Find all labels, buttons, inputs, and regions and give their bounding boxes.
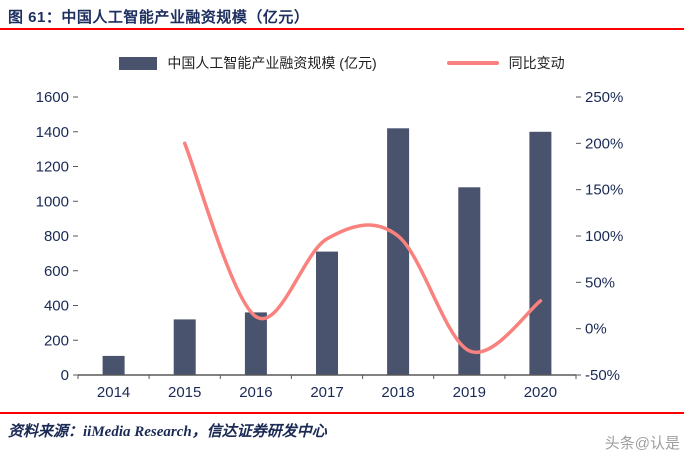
right-axis-label: 100% bbox=[585, 228, 623, 245]
x-axis-label: 2015 bbox=[168, 384, 201, 401]
bar-2020 bbox=[529, 131, 552, 376]
bar-2018 bbox=[387, 128, 410, 375]
legend-item-bar: 中国人工智能产业融资规模 (亿元) bbox=[119, 53, 377, 73]
right-axis-label: 250% bbox=[585, 89, 623, 106]
bar-2015 bbox=[173, 319, 196, 375]
x-axis-label: 2016 bbox=[239, 384, 272, 401]
x-axis-label: 2018 bbox=[381, 384, 414, 401]
bar-series-swatch bbox=[119, 56, 158, 70]
x-axis-label: 2019 bbox=[453, 384, 486, 401]
left-axis-label: 800 bbox=[44, 228, 69, 245]
right-axis-label: -50% bbox=[585, 367, 620, 384]
right-axis-label: 0% bbox=[585, 321, 607, 338]
bar-2019 bbox=[458, 187, 481, 375]
line-series-label: 同比变动 bbox=[508, 55, 565, 71]
source-divider bbox=[0, 412, 684, 414]
figure-title: 图 61：中国人工智能产业融资规模（亿元） bbox=[8, 9, 310, 26]
bar-2014 bbox=[102, 355, 125, 375]
left-axis-label: 0 bbox=[61, 367, 69, 384]
left-axis-label: 1200 bbox=[36, 159, 69, 176]
watermark: 头条@认是 bbox=[604, 435, 680, 452]
right-axis-label: 200% bbox=[585, 135, 623, 152]
combo-chart: 1600 1400 1200 1000 800 600 400 200 0 250% 200% 150… bbox=[36, 89, 624, 401]
bar-2017 bbox=[316, 251, 338, 375]
x-axis-label: 2014 bbox=[97, 384, 130, 401]
legend-item-line: 同比变动 bbox=[446, 53, 565, 73]
left-axis-label: 1000 bbox=[36, 193, 69, 210]
yoy-line bbox=[182, 141, 543, 355]
right-axis-label: 50% bbox=[585, 274, 615, 291]
bar-series-label: 中国人工智能产业融资规模 (亿元) bbox=[167, 55, 377, 71]
left-axis-label: 1600 bbox=[36, 89, 69, 106]
right-axis-label: 150% bbox=[585, 182, 623, 199]
chart-legend: 中国人工智能产业融资规模 (亿元) 同比变动 bbox=[0, 53, 684, 73]
title-divider bbox=[0, 28, 684, 30]
source-note: 资料来源：iiMedia Research，信达证券研发中心 bbox=[8, 424, 327, 440]
x-axis-label: 2017 bbox=[310, 384, 343, 401]
left-axis-label: 1400 bbox=[36, 124, 69, 141]
left-axis-label: 400 bbox=[44, 298, 69, 315]
left-axis-label: 200 bbox=[44, 332, 69, 349]
line-series-swatch bbox=[446, 61, 499, 65]
x-axis-label: 2020 bbox=[524, 384, 557, 401]
left-axis-label: 600 bbox=[44, 263, 69, 280]
bar-2016 bbox=[244, 312, 267, 375]
